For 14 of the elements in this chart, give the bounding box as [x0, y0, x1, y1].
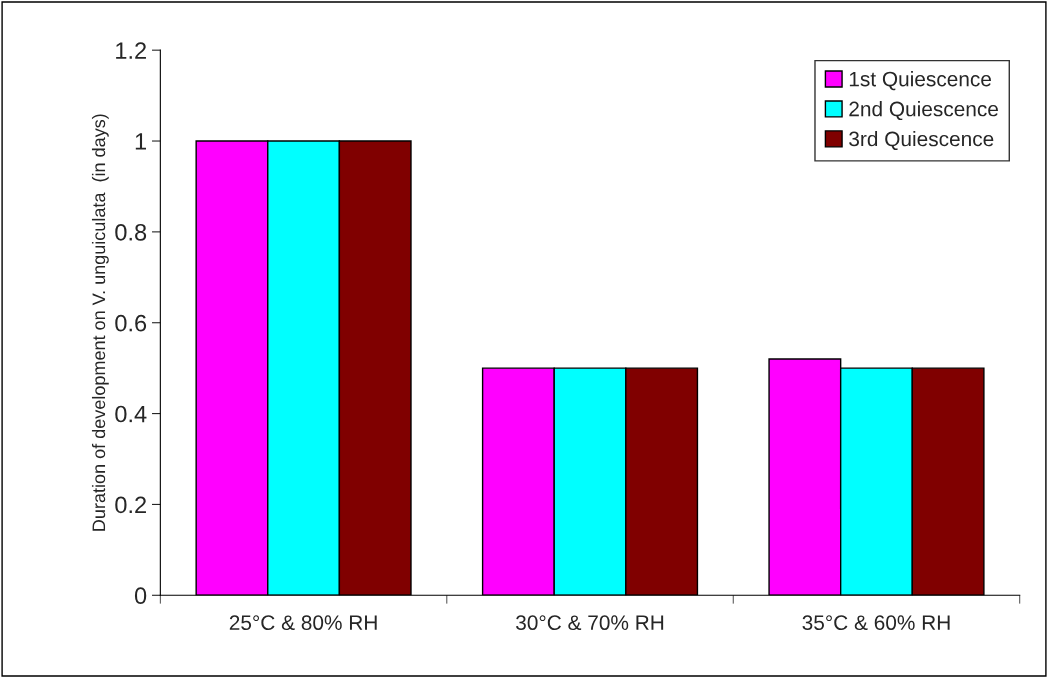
legend-label: 2nd Quiescence	[849, 101, 998, 121]
legend-label: 1st Quiescence	[849, 71, 991, 91]
x-tick-label: 35°C & 60% RH	[802, 615, 950, 631]
y-axis-title: Duration of development on V. unguiculata (in days)	[91, 114, 109, 531]
y-tick-label: 0.2	[115, 496, 146, 514]
y-tick-label: 1.2	[116, 42, 146, 59]
y-tick-label: 1	[135, 133, 146, 150]
y-tick-label: 0.6	[115, 314, 147, 332]
y-tick-label: 0	[134, 587, 147, 605]
y-tick-label: 0.8	[115, 223, 147, 241]
y-tick-label: 0.4	[115, 405, 147, 423]
x-tick-label: 25°C & 80% RH	[229, 615, 377, 631]
x-tick-label: 30°C & 70% RH	[516, 615, 664, 631]
legend-label: 3rd Quiescence	[849, 131, 994, 151]
